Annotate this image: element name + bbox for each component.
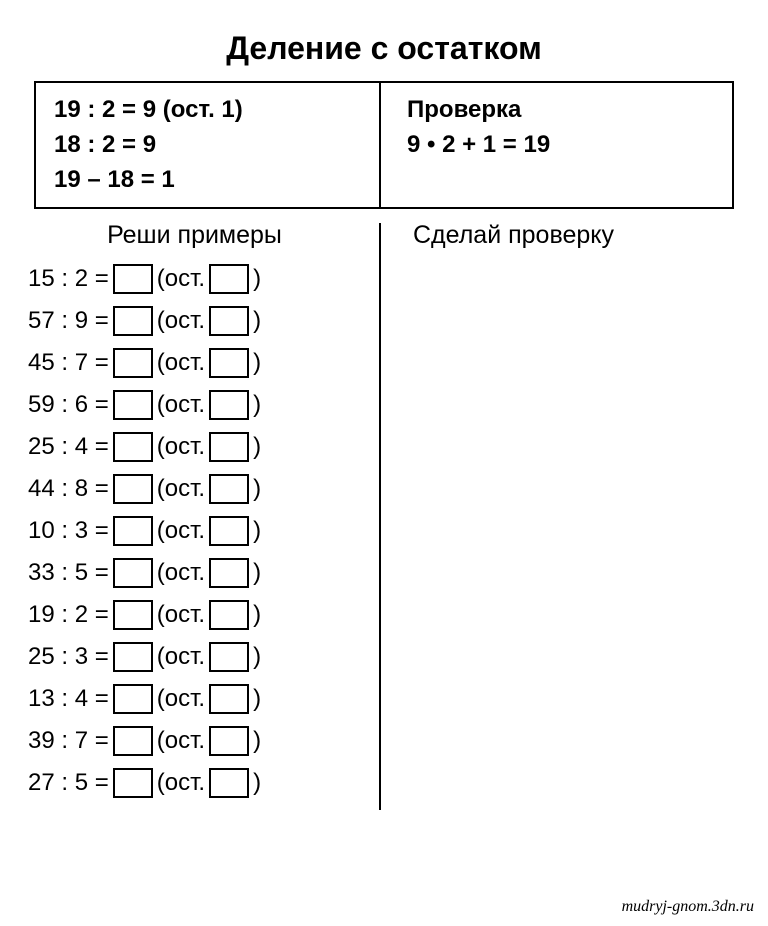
answer-box-remainder[interactable]	[209, 516, 249, 546]
paren-close: )	[253, 727, 261, 755]
paren-close: )	[253, 307, 261, 335]
answer-box-quotient[interactable]	[113, 390, 153, 420]
page-title: Деление с остатком	[28, 30, 740, 67]
paren-open: (ост.	[157, 559, 205, 587]
example-check-line: 9 • 2 + 1 = 19	[407, 128, 718, 163]
paren-open: (ост.	[157, 517, 205, 545]
problem-row: 13 : 4 = (ост.)	[28, 684, 361, 714]
paren-open: (ост.	[157, 265, 205, 293]
problem-row: 57 : 9 = (ост.)	[28, 306, 361, 336]
paren-close: )	[253, 643, 261, 671]
example-left: 19 : 2 = 9 (ост. 1) 18 : 2 = 9 19 – 18 =…	[36, 83, 381, 207]
answer-box-quotient[interactable]	[113, 558, 153, 588]
problem-row: 59 : 6 = (ост.)	[28, 390, 361, 420]
answer-box-quotient[interactable]	[113, 264, 153, 294]
paren-close: )	[253, 601, 261, 629]
answer-box-quotient[interactable]	[113, 642, 153, 672]
problem-row: 33 : 5 = (ост.)	[28, 558, 361, 588]
problem-row: 25 : 4 = (ост.)	[28, 432, 361, 462]
answer-box-remainder[interactable]	[209, 432, 249, 462]
answer-box-quotient[interactable]	[113, 726, 153, 756]
answer-box-remainder[interactable]	[209, 642, 249, 672]
problem-row: 25 : 3 = (ост.)	[28, 642, 361, 672]
problem-row: 10 : 3 = (ост.)	[28, 516, 361, 546]
paren-close: )	[253, 391, 261, 419]
answer-box-remainder[interactable]	[209, 474, 249, 504]
problem-row: 27 : 5 = (ост.)	[28, 768, 361, 798]
problem-expression: 39 : 7 =	[28, 727, 109, 755]
paren-close: )	[253, 349, 261, 377]
columns: Реши примеры 15 : 2 = (ост.) 57 : 9 = (ост.…	[28, 221, 740, 810]
problem-row: 19 : 2 = (ост.)	[28, 600, 361, 630]
problem-expression: 13 : 4 =	[28, 685, 109, 713]
answer-box-remainder[interactable]	[209, 768, 249, 798]
problem-expression: 44 : 8 =	[28, 475, 109, 503]
answer-box-remainder[interactable]	[209, 600, 249, 630]
answer-box-quotient[interactable]	[113, 348, 153, 378]
problem-expression: 15 : 2 =	[28, 265, 109, 293]
paren-close: )	[253, 517, 261, 545]
paren-open: (ост.	[157, 433, 205, 461]
problems-list: 15 : 2 = (ост.) 57 : 9 = (ост.) 45 : 7 = (ост…	[28, 264, 361, 798]
answer-box-remainder[interactable]	[209, 390, 249, 420]
answer-box-remainder[interactable]	[209, 558, 249, 588]
example-line: 19 : 2 = 9 (ост. 1)	[54, 93, 365, 128]
paren-open: (ост.	[157, 391, 205, 419]
example-line: 19 – 18 = 1	[54, 163, 365, 198]
paren-close: )	[253, 769, 261, 797]
answer-box-remainder[interactable]	[209, 264, 249, 294]
problem-row: 15 : 2 = (ост.)	[28, 264, 361, 294]
problem-expression: 33 : 5 =	[28, 559, 109, 587]
answer-box-quotient[interactable]	[113, 474, 153, 504]
paren-open: (ост.	[157, 643, 205, 671]
paren-open: (ост.	[157, 727, 205, 755]
answer-box-remainder[interactable]	[209, 348, 249, 378]
paren-open: (ост.	[157, 475, 205, 503]
example-line: 18 : 2 = 9	[54, 128, 365, 163]
problem-expression: 57 : 9 =	[28, 307, 109, 335]
column-right-header: Сделай проверку	[407, 221, 740, 250]
problem-expression: 10 : 3 =	[28, 517, 109, 545]
answer-box-remainder[interactable]	[209, 726, 249, 756]
problem-expression: 27 : 5 =	[28, 769, 109, 797]
paren-close: )	[253, 559, 261, 587]
answer-box-quotient[interactable]	[113, 768, 153, 798]
paren-close: )	[253, 433, 261, 461]
worksheet-page: Деление с остатком 19 : 2 = 9 (ост. 1) 1…	[0, 0, 768, 810]
answer-box-quotient[interactable]	[113, 516, 153, 546]
column-right: Сделай проверку	[381, 221, 740, 810]
paren-close: )	[253, 475, 261, 503]
problem-expression: 25 : 4 =	[28, 433, 109, 461]
paren-open: (ост.	[157, 685, 205, 713]
example-check-label: Проверка	[407, 93, 718, 128]
example-box: 19 : 2 = 9 (ост. 1) 18 : 2 = 9 19 – 18 =…	[34, 81, 734, 209]
answer-box-remainder[interactable]	[209, 684, 249, 714]
example-right: Проверка 9 • 2 + 1 = 19	[381, 83, 732, 207]
answer-box-quotient[interactable]	[113, 684, 153, 714]
paren-open: (ост.	[157, 601, 205, 629]
problem-row: 44 : 8 = (ост.)	[28, 474, 361, 504]
paren-open: (ост.	[157, 769, 205, 797]
answer-box-quotient[interactable]	[113, 432, 153, 462]
paren-close: )	[253, 265, 261, 293]
answer-box-remainder[interactable]	[209, 306, 249, 336]
problem-expression: 19 : 2 =	[28, 601, 109, 629]
column-left-header: Реши примеры	[28, 221, 361, 250]
paren-close: )	[253, 685, 261, 713]
problem-expression: 25 : 3 =	[28, 643, 109, 671]
problem-row: 39 : 7 = (ост.)	[28, 726, 361, 756]
problem-row: 45 : 7 = (ост.)	[28, 348, 361, 378]
watermark-text: mudryj-gnom.3dn.ru	[622, 898, 754, 916]
paren-open: (ост.	[157, 307, 205, 335]
answer-box-quotient[interactable]	[113, 306, 153, 336]
answer-box-quotient[interactable]	[113, 600, 153, 630]
problem-expression: 59 : 6 =	[28, 391, 109, 419]
paren-open: (ост.	[157, 349, 205, 377]
column-left: Реши примеры 15 : 2 = (ост.) 57 : 9 = (ост.…	[28, 221, 379, 810]
problem-expression: 45 : 7 =	[28, 349, 109, 377]
